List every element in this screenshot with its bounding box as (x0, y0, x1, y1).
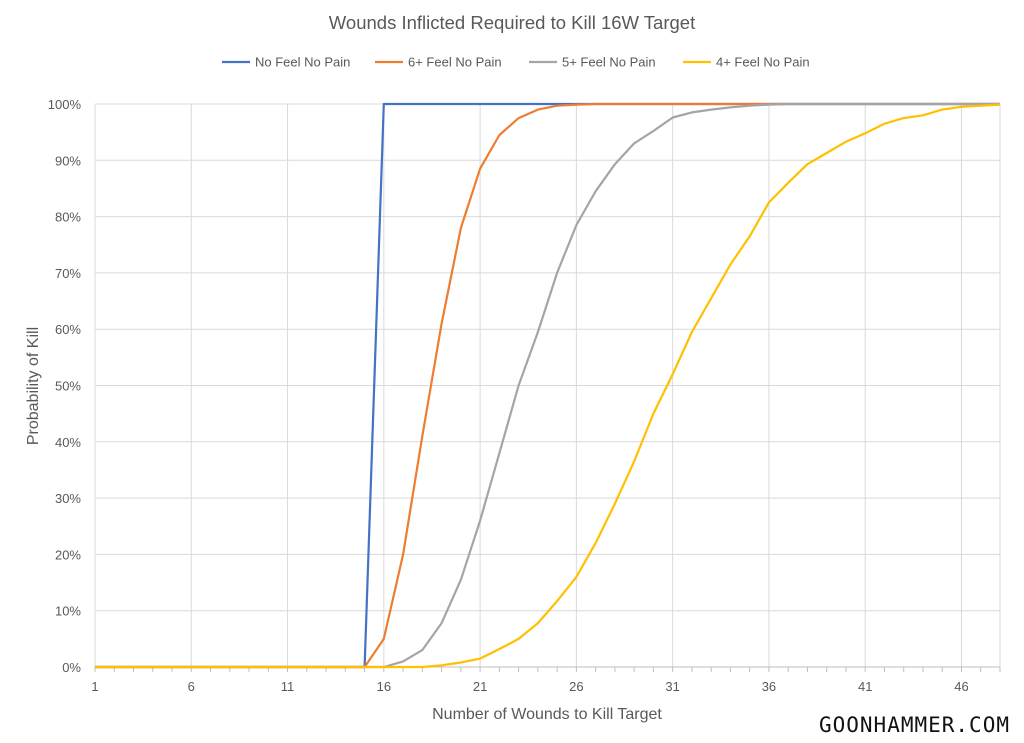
legend-label: 4+ Feel No Pain (716, 55, 810, 70)
x-tick-label: 16 (377, 679, 391, 694)
legend-label: No Feel No Pain (255, 55, 350, 70)
x-tick-label: 31 (665, 679, 679, 694)
x-tick-label: 1 (91, 679, 98, 694)
x-tick-label: 26 (569, 679, 583, 694)
x-tick-label: 11 (281, 679, 295, 694)
y-tick-label: 100% (48, 97, 82, 112)
x-tick-label: 41 (858, 679, 872, 694)
y-tick-label: 20% (55, 547, 81, 562)
y-tick-label: 30% (55, 491, 81, 506)
series-line-2 (95, 102, 1000, 669)
series-line-3 (95, 103, 1001, 669)
y-tick-label: 0% (62, 660, 81, 675)
watermark: GOONHAMMER.COM (818, 713, 1010, 737)
x-axis-title: Number of Wounds to Kill Target (432, 706, 662, 723)
chart-title: Wounds Inflicted Required to Kill 16W Ta… (329, 12, 695, 33)
x-tick-label: 21 (473, 679, 487, 694)
y-tick-label: 60% (55, 322, 81, 337)
x-tick-label: 36 (762, 679, 776, 694)
legend-label: 6+ Feel No Pain (408, 55, 502, 70)
series-line-1 (95, 102, 1000, 669)
y-tick-label: 80% (55, 210, 81, 225)
y-tick-label: 10% (55, 604, 81, 619)
x-tick-label: 46 (954, 679, 968, 694)
y-tick-label: 50% (55, 379, 81, 394)
x-tick-label: 6 (188, 679, 195, 694)
legend-label: 5+ Feel No Pain (562, 55, 656, 70)
y-tick-label: 40% (55, 435, 81, 450)
y-axis-title: Probability of Kill (25, 327, 42, 445)
y-tick-label: 90% (55, 153, 81, 168)
y-tick-label: 70% (55, 266, 81, 281)
